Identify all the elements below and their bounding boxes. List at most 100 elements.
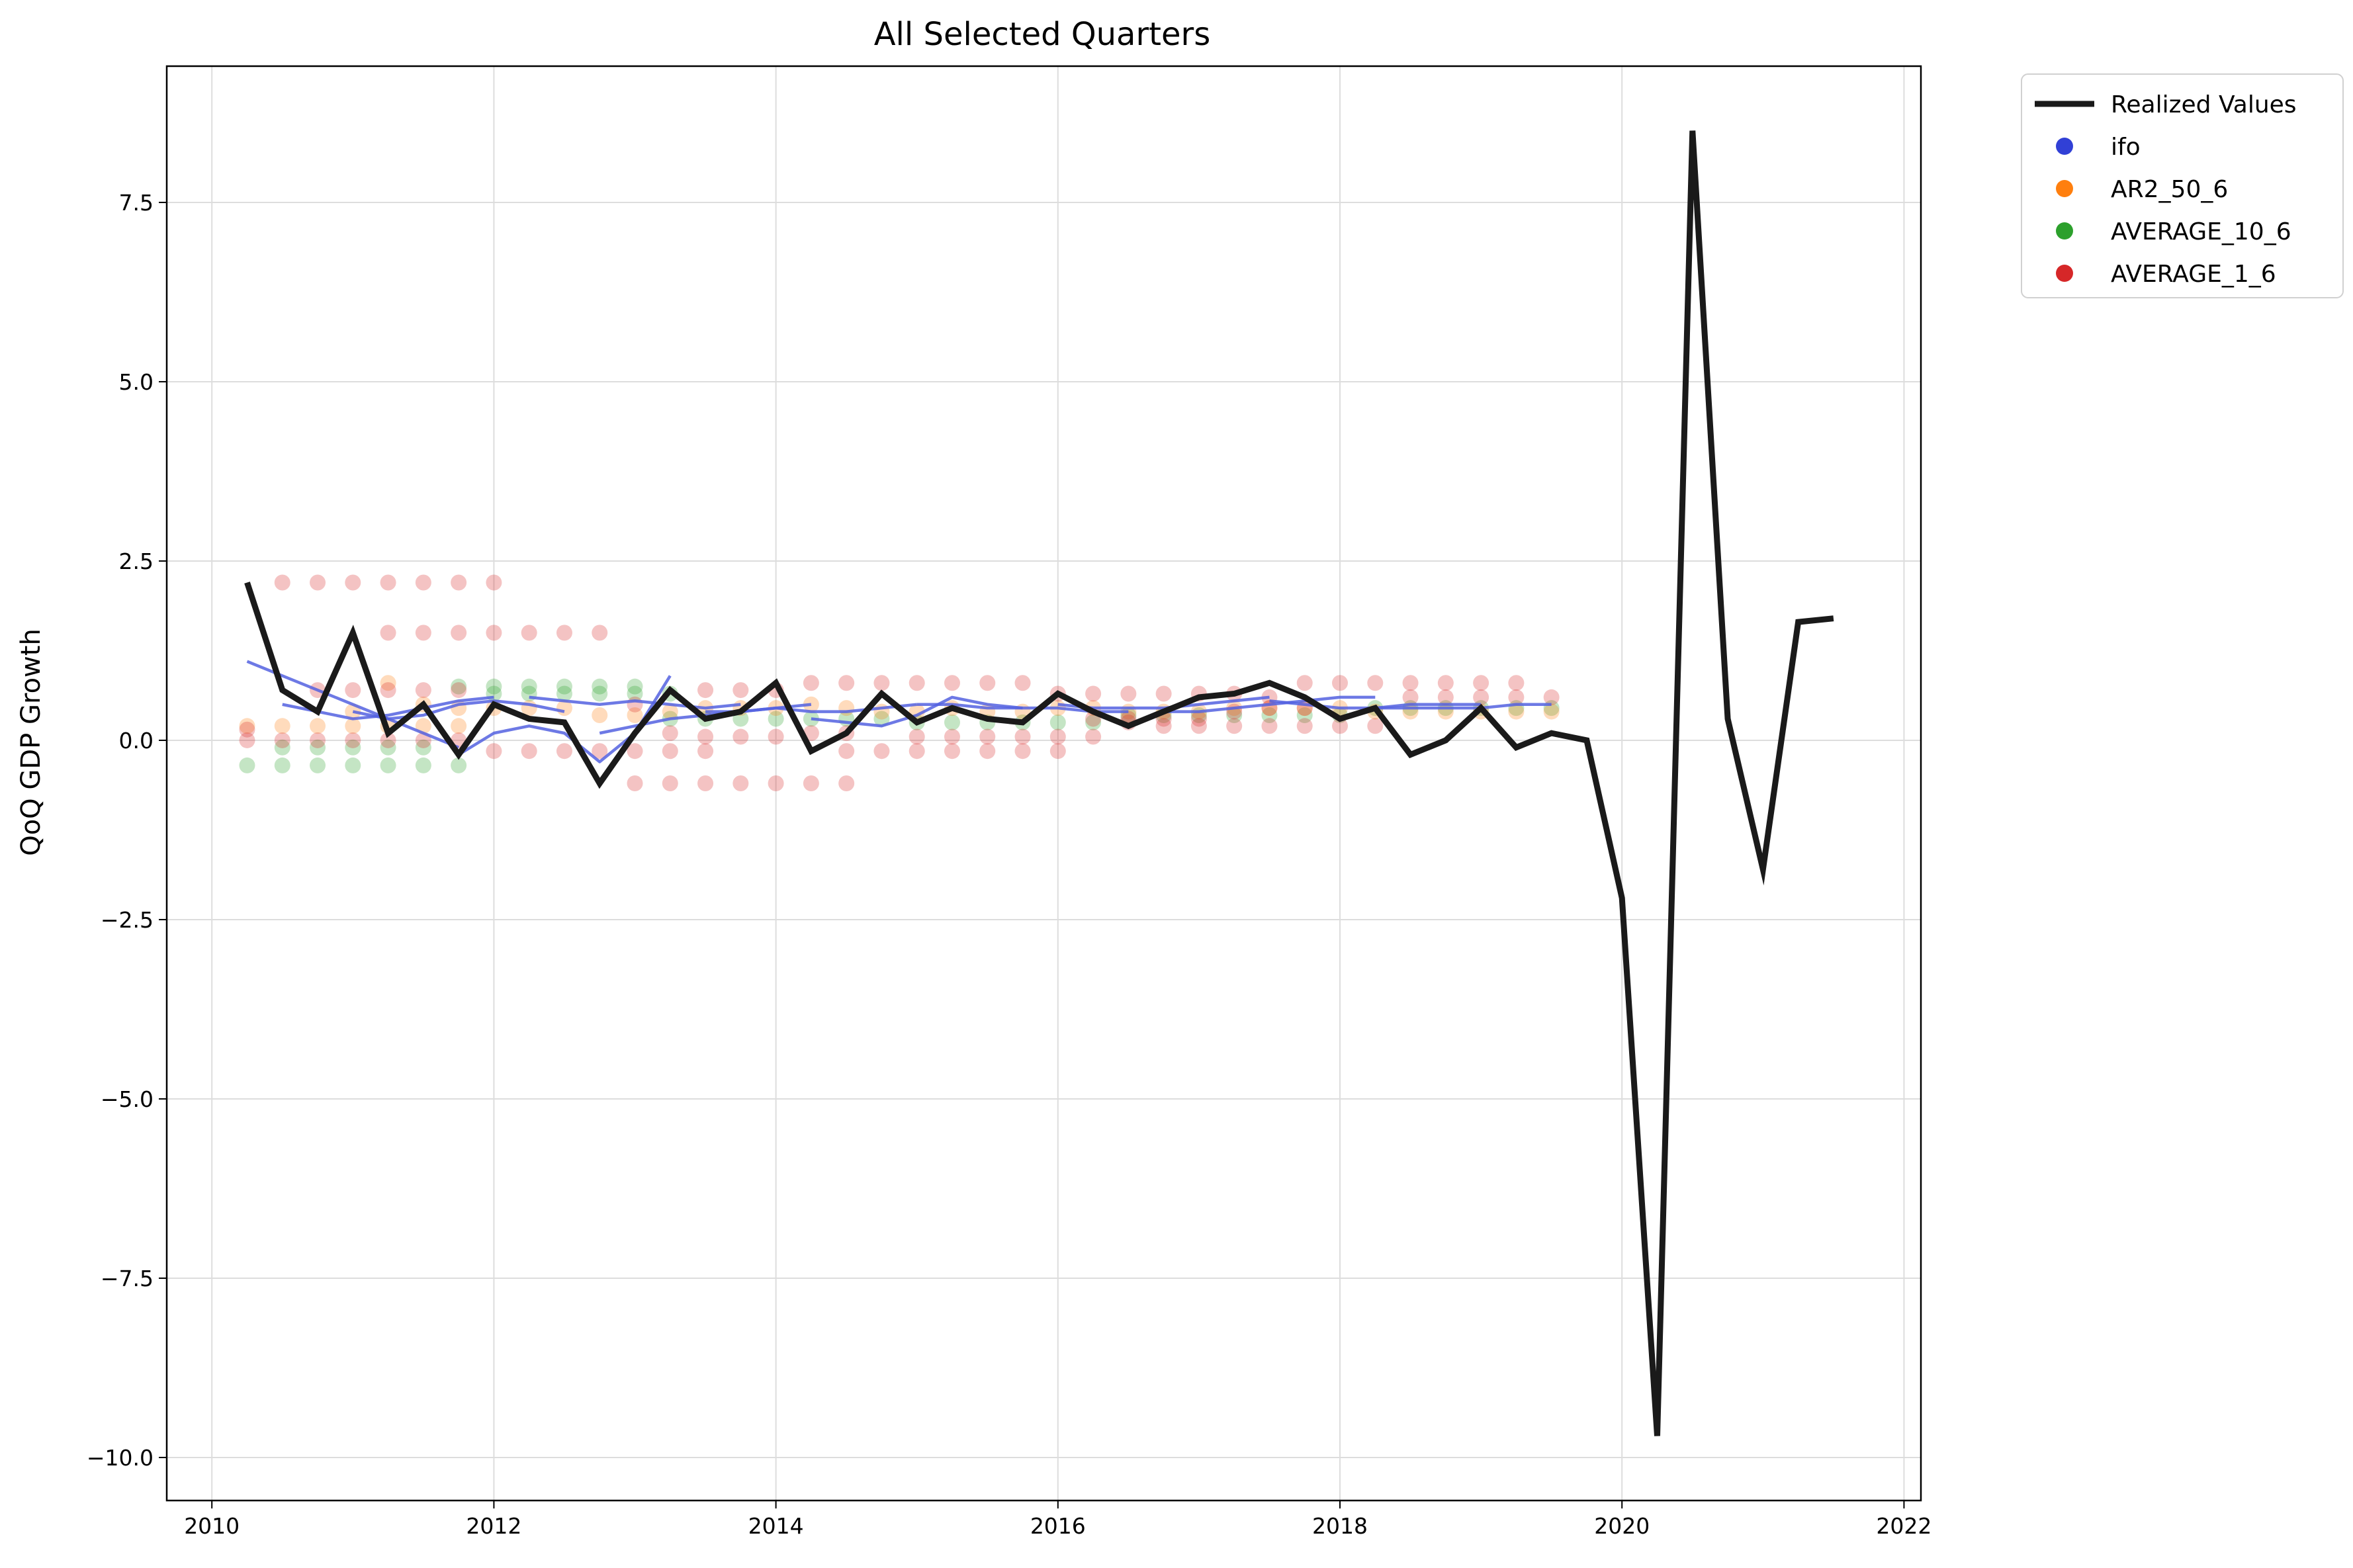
point-average-1-6: [1226, 718, 1243, 734]
point-ar2-50-6: [380, 675, 396, 691]
point-average-10-6: [310, 757, 326, 773]
point-ar2-50-6: [1508, 703, 1525, 720]
legend-marker-average-10-6: [2056, 222, 2073, 240]
point-average-1-6: [979, 675, 996, 691]
point-average-1-6: [380, 682, 396, 699]
ifo-forecast-line: [1057, 695, 1270, 710]
point-average-10-6: [592, 678, 608, 695]
ifo-forecast-line: [352, 699, 565, 720]
y-axis-ticks: 7.5 5.0 2.5 0.0 −2.5 −5.0 −7.5 −10.0: [87, 190, 167, 1471]
point-average-1-6: [239, 732, 255, 748]
point-average-1-6: [944, 743, 960, 760]
point-average-1-6: [838, 743, 855, 760]
point-average-1-6: [803, 775, 819, 791]
point-average-1-6: [415, 682, 431, 699]
point-average-1-6: [1543, 689, 1560, 705]
point-average-1-6: [1014, 728, 1031, 745]
point-average-10-6: [380, 757, 396, 773]
point-average-1-6: [1049, 728, 1066, 745]
y-tick-label: −10.0: [87, 1445, 154, 1471]
point-average-1-6: [697, 682, 714, 699]
point-average-10-6: [345, 757, 361, 773]
point-average-1-6: [1508, 675, 1525, 691]
point-average-1-6: [803, 675, 819, 691]
y-axis-label: QoQ GDP Growth: [16, 629, 46, 856]
point-average-1-6: [521, 625, 537, 641]
point-average-1-6: [556, 625, 572, 641]
point-average-1-6: [1155, 718, 1172, 734]
grid: [167, 66, 1921, 1501]
point-average-1-6: [1049, 743, 1066, 760]
point-average-1-6: [345, 574, 361, 591]
legend-label-realized-values: Realized Values: [2111, 91, 2297, 118]
point-average-1-6: [1402, 689, 1419, 705]
point-average-10-6: [274, 739, 290, 756]
point-average-1-6: [310, 732, 326, 748]
point-average-1-6: [1085, 685, 1102, 702]
point-average-1-6: [1155, 685, 1172, 702]
point-average-1-6: [768, 728, 784, 745]
point-average-1-6: [979, 743, 996, 760]
chart-title: All Selected Quarters: [874, 16, 1211, 53]
x-tick-label: 2010: [184, 1513, 240, 1539]
point-average-10-6: [415, 739, 431, 756]
point-average-1-6: [345, 682, 361, 699]
point-average-1-6: [239, 721, 255, 738]
point-average-1-6: [979, 728, 996, 745]
x-tick-label: 2016: [1030, 1513, 1086, 1539]
point-average-10-6: [451, 678, 467, 695]
point-average-10-6: [380, 739, 396, 756]
legend-marker-average-1-6: [2056, 265, 2073, 282]
x-tick-label: 2012: [466, 1513, 521, 1539]
legend-label-ifo: ifo: [2111, 134, 2141, 161]
point-average-1-6: [1437, 689, 1454, 705]
point-average-1-6: [486, 574, 502, 591]
ifo-forecast-line: [529, 695, 741, 710]
x-tick-label: 2022: [1876, 1513, 1931, 1539]
point-average-10-6: [310, 739, 326, 756]
point-average-10-6: [556, 685, 572, 702]
legend-label-ar2-50-6: AR2_50_6: [2111, 176, 2228, 203]
x-tick-label: 2014: [748, 1513, 804, 1539]
point-average-1-6: [1473, 689, 1489, 705]
realized-values-line: [244, 130, 1834, 1436]
point-average-1-6: [627, 696, 643, 713]
point-average-1-6: [415, 625, 431, 641]
realized-values-series: [244, 130, 1834, 1436]
point-average-1-6: [838, 775, 855, 791]
point-average-10-6: [556, 678, 572, 695]
point-average-1-6: [274, 574, 290, 591]
ifo-forecast-line: [811, 695, 1023, 728]
point-average-1-6: [1367, 718, 1384, 734]
point-average-1-6: [909, 728, 925, 745]
point-average-10-6: [486, 678, 502, 695]
point-average-1-6: [1085, 728, 1102, 745]
point-average-1-6: [380, 574, 396, 591]
point-average-1-6: [486, 743, 502, 760]
point-average-10-6: [415, 757, 431, 773]
point-average-1-6: [415, 574, 431, 591]
point-average-1-6: [909, 675, 925, 691]
point-ar2-50-6: [451, 718, 467, 734]
y-tick-label: −7.5: [101, 1266, 154, 1291]
legend-box: [2021, 73, 2344, 298]
point-ar2-50-6: [662, 703, 678, 720]
point-average-1-6: [486, 625, 502, 641]
point-average-1-6: [592, 743, 608, 760]
point-average-1-6: [873, 675, 890, 691]
point-average-10-6: [1085, 714, 1102, 730]
point-average-10-6: [627, 678, 643, 695]
point-average-1-6: [873, 743, 890, 760]
point-ar2-50-6: [627, 707, 643, 724]
point-average-1-6: [944, 728, 960, 745]
point-average-10-6: [768, 711, 784, 727]
point-average-10-6: [592, 685, 608, 702]
point-average-1-6: [380, 732, 396, 748]
point-average-1-6: [697, 743, 714, 760]
point-average-10-6: [944, 714, 960, 730]
y-tick-label: −2.5: [101, 907, 154, 933]
point-average-1-6: [1120, 685, 1137, 702]
point-average-1-6: [944, 675, 960, 691]
point-average-1-6: [1332, 675, 1349, 691]
